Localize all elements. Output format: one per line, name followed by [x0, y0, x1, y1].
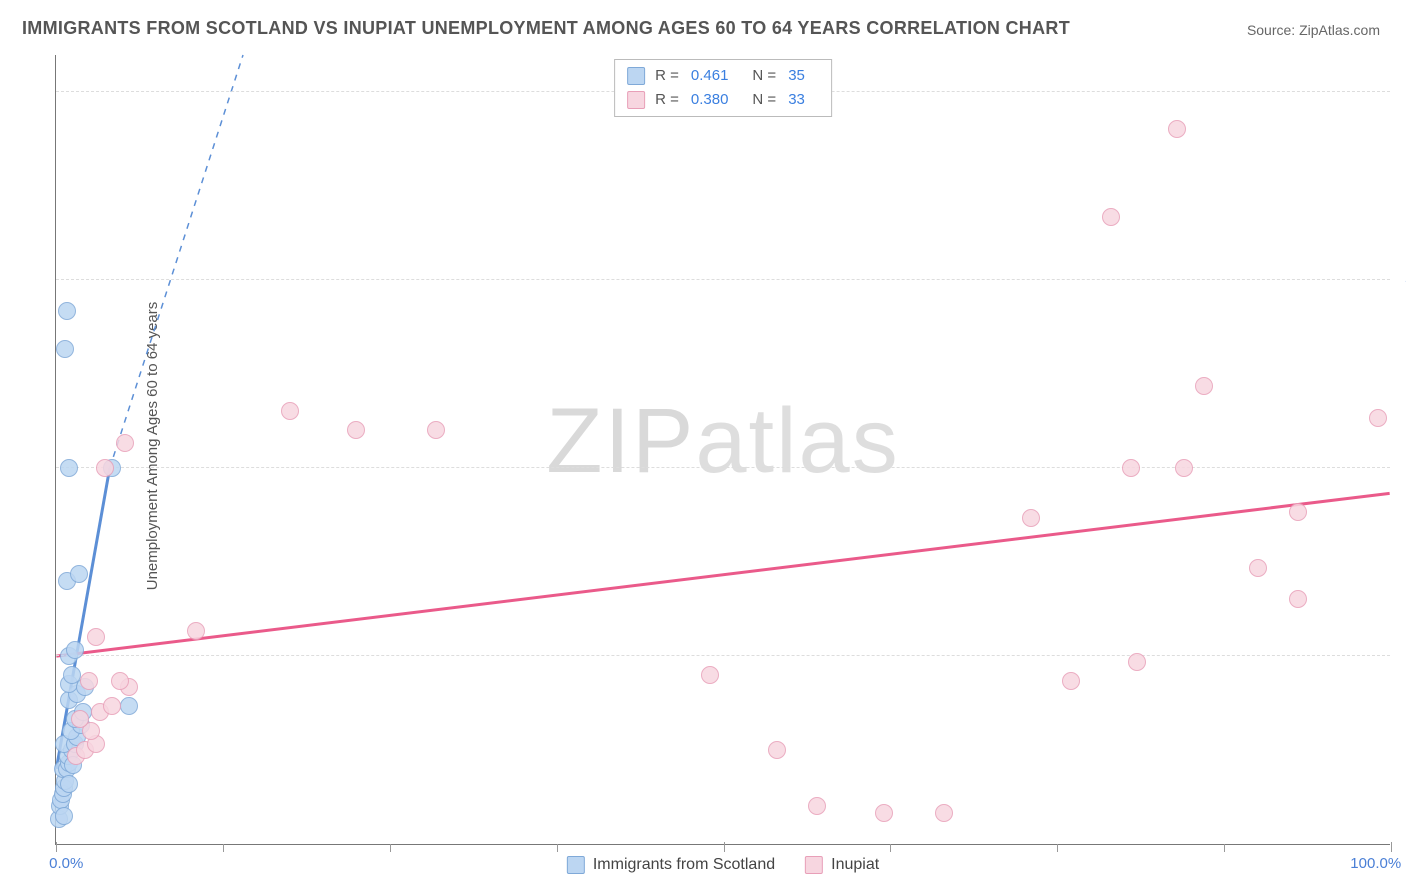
- data-point: [63, 666, 81, 684]
- legend-series: Immigrants from Scotland Inupiat: [567, 856, 879, 874]
- n-label: N =: [752, 64, 776, 88]
- data-point: [187, 622, 205, 640]
- data-point: [935, 804, 953, 822]
- data-point: [1195, 377, 1213, 395]
- legend-swatch-icon: [805, 856, 823, 874]
- data-point: [80, 672, 98, 690]
- data-point: [281, 402, 299, 420]
- x-tick: [890, 844, 891, 852]
- data-point: [103, 697, 121, 715]
- n-value-1: 33: [788, 88, 805, 112]
- data-point: [701, 666, 719, 684]
- data-point: [808, 797, 826, 815]
- x-tick-label: 0.0%: [49, 855, 83, 872]
- watermark-part-a: ZIP: [546, 390, 695, 492]
- gridline: [56, 655, 1390, 656]
- r-label: R =: [655, 88, 679, 112]
- x-tick: [56, 842, 57, 852]
- data-point: [347, 421, 365, 439]
- data-point: [87, 628, 105, 646]
- data-point: [111, 672, 129, 690]
- data-point: [1128, 653, 1146, 671]
- data-point: [1289, 590, 1307, 608]
- data-point: [1249, 559, 1267, 577]
- regression-line-extrapolated: [110, 55, 243, 468]
- data-point: [120, 697, 138, 715]
- n-value-0: 35: [788, 64, 805, 88]
- legend-swatch-1: [627, 91, 645, 109]
- data-point: [55, 807, 73, 825]
- y-tick-label: 15.0%: [1393, 647, 1406, 664]
- data-point: [768, 741, 786, 759]
- y-tick-label: 30.0%: [1393, 459, 1406, 476]
- data-point: [1122, 459, 1140, 477]
- r-value-0: 0.461: [691, 64, 729, 88]
- watermark-part-b: atlas: [695, 390, 899, 492]
- source-attribution: Source: ZipAtlas.com: [1247, 22, 1380, 38]
- legend-row-series-1: R = 0.380 N = 33: [627, 88, 819, 112]
- data-point: [1022, 509, 1040, 527]
- regression-line: [56, 493, 1389, 656]
- data-point: [60, 775, 78, 793]
- watermark: ZIPatlas: [546, 389, 899, 494]
- data-point: [66, 641, 84, 659]
- data-point: [1369, 409, 1387, 427]
- legend-statistics: R = 0.461 N = 35 R = 0.380 N = 33: [614, 59, 832, 117]
- source-value: ZipAtlas.com: [1299, 22, 1380, 38]
- regression-lines: [56, 55, 1390, 844]
- n-label: N =: [752, 88, 776, 112]
- x-tick: [223, 844, 224, 852]
- data-point: [1289, 503, 1307, 521]
- x-tick: [557, 844, 558, 852]
- x-tick-label: 100.0%: [1350, 855, 1401, 872]
- y-tick-label: 60.0%: [1393, 83, 1406, 100]
- x-tick: [1224, 844, 1225, 852]
- data-point: [70, 565, 88, 583]
- r-value-1: 0.380: [691, 88, 729, 112]
- x-tick: [1391, 842, 1392, 852]
- gridline: [56, 279, 1390, 280]
- source-label: Source:: [1247, 22, 1299, 38]
- data-point: [1168, 120, 1186, 138]
- legend-swatch-icon: [567, 856, 585, 874]
- data-point: [60, 459, 78, 477]
- legend-label-1: Inupiat: [831, 856, 879, 874]
- legend-row-series-0: R = 0.461 N = 35: [627, 64, 819, 88]
- legend-label-0: Immigrants from Scotland: [593, 856, 775, 874]
- x-tick: [390, 844, 391, 852]
- data-point: [116, 434, 134, 452]
- data-point: [875, 804, 893, 822]
- legend-item-0: Immigrants from Scotland: [567, 856, 775, 874]
- data-point: [427, 421, 445, 439]
- data-point: [71, 710, 89, 728]
- data-point: [58, 302, 76, 320]
- legend-item-1: Inupiat: [805, 856, 879, 874]
- data-point: [1062, 672, 1080, 690]
- scatter-plot-area: ZIPatlas R = 0.461 N = 35 R = 0.380 N = …: [55, 55, 1390, 845]
- y-tick-label: 45.0%: [1393, 271, 1406, 288]
- data-point: [1102, 208, 1120, 226]
- data-point: [56, 340, 74, 358]
- data-point: [96, 459, 114, 477]
- data-point: [1175, 459, 1193, 477]
- chart-title: IMMIGRANTS FROM SCOTLAND VS INUPIAT UNEM…: [22, 18, 1070, 39]
- x-tick: [724, 842, 725, 852]
- r-label: R =: [655, 64, 679, 88]
- x-tick: [1057, 844, 1058, 852]
- legend-swatch-0: [627, 67, 645, 85]
